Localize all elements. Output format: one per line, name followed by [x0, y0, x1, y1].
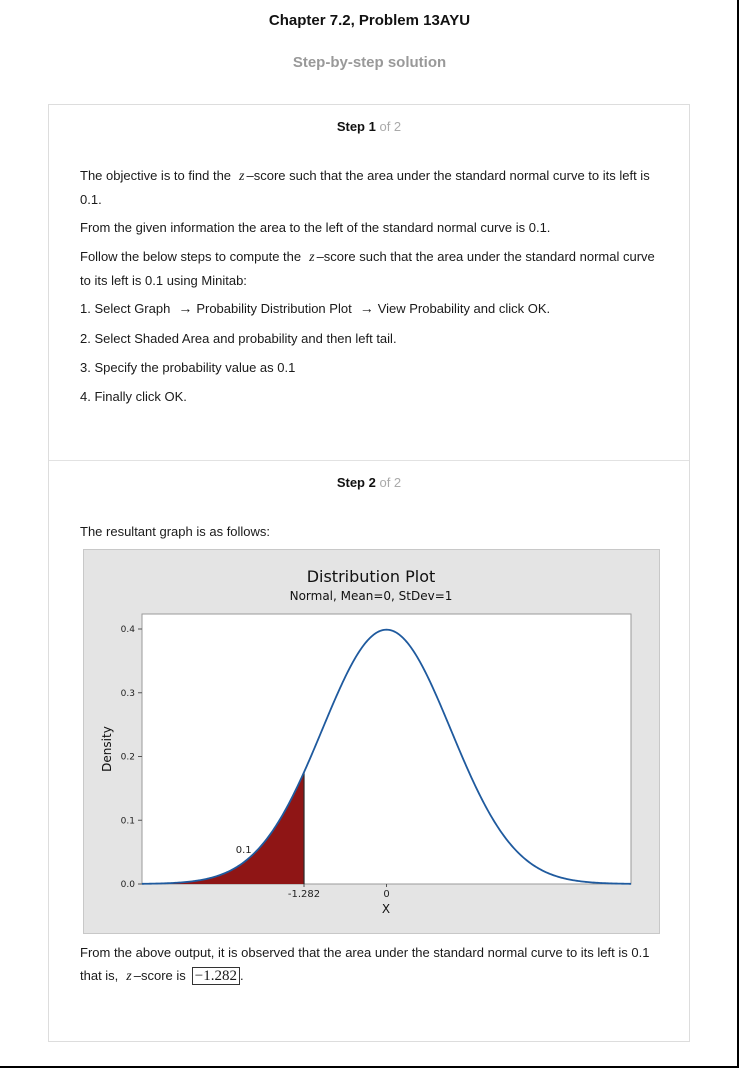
step-2-header: Step 2 of 2	[49, 475, 689, 490]
solution-card: Step 1 of 2 The objective is to find the…	[48, 104, 690, 1042]
shaded-tail-area	[142, 772, 305, 884]
conclusion-period: .	[240, 968, 244, 983]
instruction-step-3: 3. Specify the probability value as 0.1	[80, 360, 296, 375]
step-1-objective: The objective is to find the z –score such…	[80, 164, 665, 211]
page-border-right	[737, 0, 739, 1068]
step-1-total: of 2	[379, 119, 402, 134]
z-variable: z	[239, 169, 245, 184]
area-label: 0.1	[236, 845, 252, 856]
distribution-plot-svg: Distribution Plot Normal, Mean=0, StDev=1…	[100, 567, 632, 916]
chart-subtitle: Normal, Mean=0, StDev=1	[290, 589, 453, 603]
z-variable: z	[309, 250, 315, 265]
plot-area	[141, 613, 632, 885]
z-variable: z	[126, 969, 132, 984]
step-1-header: Step 1 of 2	[49, 119, 689, 134]
conclusion-text-start: From the above output, it is observed th…	[80, 945, 650, 983]
y-tick-label: 0.0	[121, 880, 136, 890]
instruction-step-1: 1. Select Graph → Probability Distribution…	[80, 297, 665, 320]
conclusion-text-mid: –score is	[133, 968, 186, 983]
x-tick-label: 0	[383, 889, 389, 900]
right-arrow-icon: →	[178, 300, 193, 316]
step-2-intro: The resultant graph is as follows:	[80, 524, 271, 539]
answer-box: −1.282	[191, 967, 240, 985]
normal-curve	[141, 628, 632, 885]
right-arrow-icon: →	[359, 300, 374, 316]
step-1-number: Step 1	[336, 119, 376, 134]
step-2-conclusion: From the above output, it is observed th…	[80, 941, 665, 988]
y-tick-label: 0.2	[121, 753, 135, 763]
x-tick-label: -1.282	[288, 889, 320, 900]
step-2-number: Step 2	[336, 475, 376, 490]
step-1-text-a: 1. Select Graph	[80, 301, 171, 316]
step-1-instructions: Follow the below steps to compute the z –s…	[80, 245, 665, 292]
y-tick-label: 0.1	[121, 816, 135, 826]
step-1-given-info: From the given information the area to t…	[80, 220, 551, 235]
objective-text-start: The objective is to find the	[80, 168, 232, 183]
page-title: Chapter 7.2, Problem 13AYU	[268, 12, 471, 29]
step-1-text-c: View Probability and click OK.	[377, 301, 551, 316]
objective-text-end: –score such that the area under the stan…	[80, 168, 650, 207]
step-divider	[49, 460, 689, 461]
step-1-text-b: Probability Distribution Plot	[196, 301, 352, 316]
x-axis-label: X	[382, 902, 390, 916]
y-tick-label: 0.3	[121, 689, 135, 699]
chart-title: Distribution Plot	[307, 567, 436, 586]
step-2-total: of 2	[379, 475, 402, 490]
distribution-plot: Distribution Plot Normal, Mean=0, StDev=1…	[83, 549, 660, 934]
instruction-step-4: 4. Finally click OK.	[80, 389, 187, 404]
y-axis-label: Density	[100, 726, 114, 772]
page-border-bottom	[0, 1066, 739, 1068]
instructions-text-start: Follow the below steps to compute the	[80, 249, 302, 264]
solution-subtitle: Step-by-step solution	[292, 54, 447, 71]
instructions-text-end: –score such that the area under the stan…	[80, 249, 655, 288]
instruction-step-2: 2. Select Shaded Area and probability an…	[80, 331, 397, 346]
y-tick-label: 0.4	[121, 625, 136, 635]
